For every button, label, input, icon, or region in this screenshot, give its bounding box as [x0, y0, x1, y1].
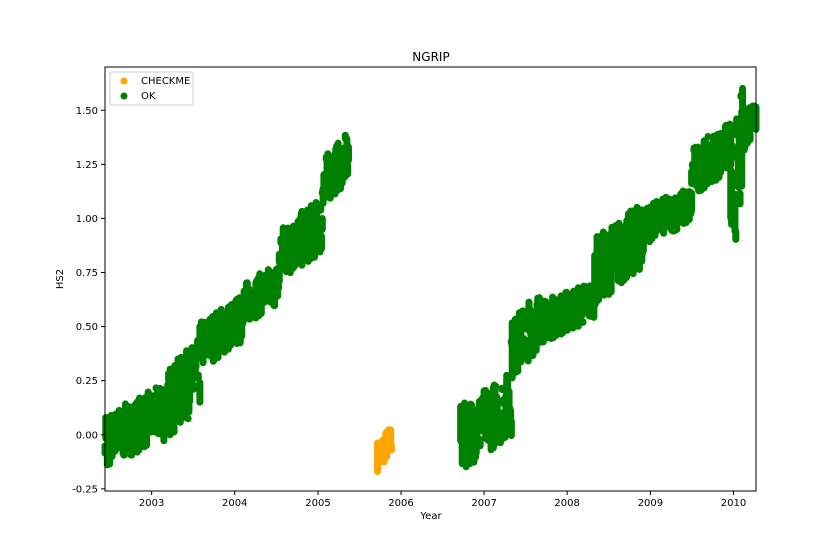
- y-tick-label: 0.50: [76, 322, 98, 333]
- x-axis: 2003 2004 2005 2006 2007 2008 2009 2010: [139, 491, 746, 509]
- legend: CHECKME OK: [109, 71, 194, 106]
- legend-label-ok: OK: [141, 91, 156, 102]
- x-tick-label: 2009: [638, 498, 663, 509]
- chart-title: NGRIP: [412, 50, 449, 64]
- x-tick-label: 2010: [721, 498, 746, 509]
- x-tick-label: 2006: [388, 498, 413, 509]
- legend-marker-checkme: [120, 77, 128, 85]
- series-checkme: [374, 426, 395, 476]
- y-axis-label: HS2: [55, 269, 66, 289]
- legend-box: [109, 71, 194, 106]
- y-tick-label: 0.25: [76, 376, 98, 387]
- y-tick-label: 1.00: [76, 214, 98, 225]
- y-tick-label: 1.50: [76, 106, 98, 117]
- legend-marker-ok: [120, 92, 128, 100]
- x-tick-label: 2008: [554, 498, 579, 509]
- x-tick-label: 2004: [222, 498, 247, 509]
- x-axis-label: Year: [419, 511, 442, 522]
- x-tick-label: 2007: [471, 498, 496, 509]
- y-tick-label: 1.25: [76, 160, 98, 171]
- legend-label-checkme: CHECKME: [141, 76, 190, 87]
- x-tick-label: 2003: [139, 498, 164, 509]
- y-tick-label: 0.75: [76, 268, 98, 279]
- series-ok: [101, 84, 760, 471]
- x-tick-label: 2005: [305, 498, 330, 509]
- y-tick-label: -0.25: [72, 484, 98, 495]
- plot-area: [101, 84, 760, 476]
- y-axis: -0.25 0.00 0.25 0.50 0.75 1.00 1.25 1.50: [72, 106, 105, 495]
- y-tick-label: 0.00: [76, 430, 98, 441]
- plot-frame: [104, 66, 757, 492]
